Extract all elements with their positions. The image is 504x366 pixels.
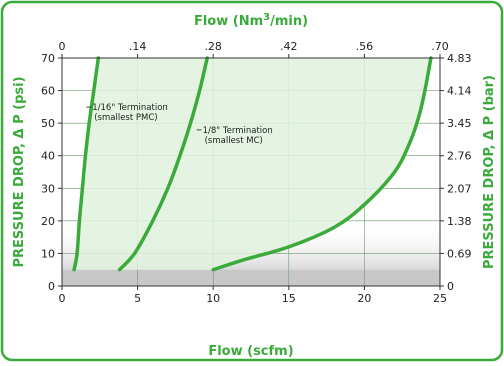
annotation-label: 1/16" Termination: [92, 103, 168, 113]
y2-tick-label: 4.14: [447, 85, 472, 98]
x2-tick-label: .28: [204, 40, 222, 53]
annotation-sublabel: (smallest PMC): [94, 113, 157, 123]
y-tick-label: 70: [41, 52, 55, 65]
annotation-sublabel: (smallest MC): [205, 136, 263, 146]
y2-tick-label: 0: [447, 280, 454, 293]
x-tick-label: 25: [433, 292, 447, 305]
y-tick-label: 60: [41, 85, 55, 98]
top-axis-title-tail: /min): [270, 14, 308, 29]
x-tick-label: 20: [357, 292, 371, 305]
x2-tick-label: .56: [356, 40, 374, 53]
y2-tick-label: 4.83: [447, 52, 472, 65]
series-line-2: [117, 56, 209, 272]
y-axis-title: PRESSURE DROP, Δ P (psi): [12, 76, 27, 267]
y2-tick-label: 2.07: [447, 182, 472, 195]
x2-tick-label: 0: [59, 40, 66, 53]
series-line-3: [211, 56, 433, 272]
top-axis-title: Flow (Nm3/min): [194, 12, 308, 29]
low-pressure-band: [62, 269, 440, 286]
y-tick-label: 40: [41, 150, 55, 163]
y-tick-label: 30: [41, 182, 55, 195]
y2-tick-label: 0.69: [447, 247, 472, 260]
top-axis-title-main: Flow (Nm: [194, 14, 263, 29]
x2-tick-label: .70: [431, 40, 449, 53]
x-tick-label: 15: [282, 292, 296, 305]
x-tick-label: 5: [134, 292, 141, 305]
y2-tick-label: 1.38: [447, 215, 472, 228]
x-tick-label: 0: [59, 292, 66, 305]
top-axis-title-sup: 3: [263, 12, 270, 23]
y2-tick-label: 3.45: [447, 117, 472, 130]
y-tick-label: 50: [41, 117, 55, 130]
x-axis-title: Flow (scfm): [208, 344, 293, 359]
y2-axis-title: PRESSURE DROP, Δ P (bar): [482, 75, 497, 269]
y-tick-label: 10: [41, 247, 55, 260]
x2-tick-label: .14: [129, 40, 147, 53]
x-tick-label: 10: [206, 292, 220, 305]
y-tick-label: 0: [48, 280, 55, 293]
annotation-label: 1/8" Termination: [203, 126, 273, 136]
y2-tick-label: 2.76: [447, 150, 472, 163]
x2-tick-label: .42: [280, 40, 298, 53]
plot-area-border: [61, 57, 441, 287]
operating-region-fill: [74, 58, 431, 270]
y-tick-label: 20: [41, 215, 55, 228]
series-line-1: [72, 56, 101, 272]
